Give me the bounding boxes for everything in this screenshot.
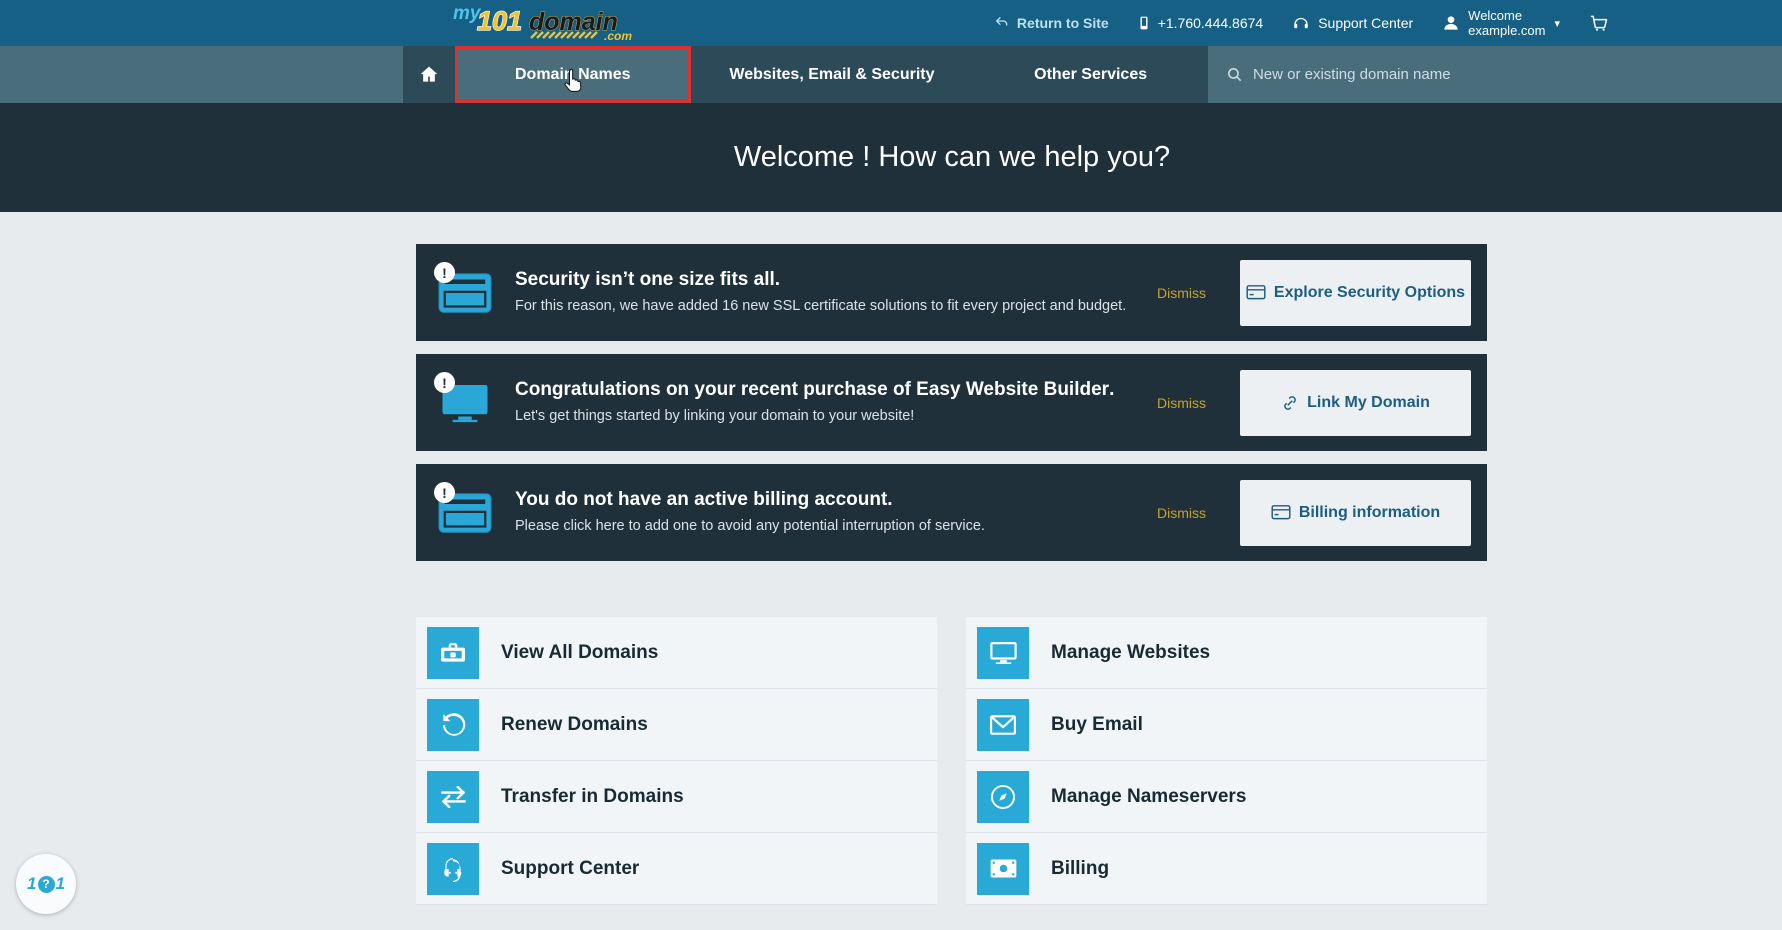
svg-text:101: 101 [477,6,522,36]
svg-text:.com: .com [604,29,632,43]
